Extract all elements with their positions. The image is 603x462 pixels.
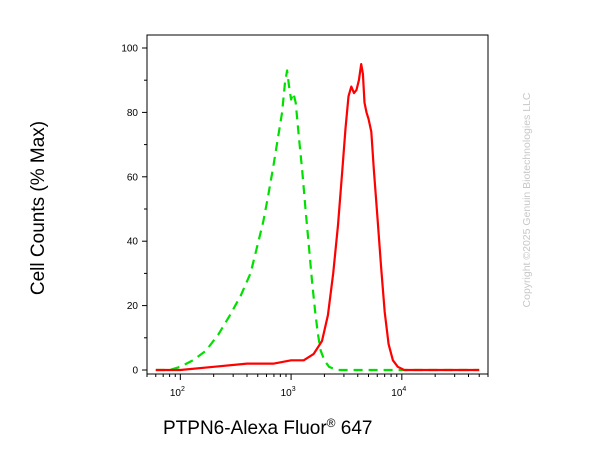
series-layer: [155, 62, 480, 372]
x-axis-label-tail: 647: [336, 418, 373, 439]
x-axis-label-main: PTPN6-Alexa Fluor: [163, 418, 327, 439]
y-tick-label: 80: [127, 108, 139, 119]
x-tick-label: 104: [391, 386, 406, 399]
y-tick-label: 60: [127, 172, 139, 183]
plot-frame: [146, 34, 489, 375]
y-axis-ticks: 0 20 40 60 80 100: [121, 44, 147, 377]
series-line-control: [155, 69, 480, 372]
y-tick-label: 100: [121, 44, 138, 55]
x-tick-label: 103: [281, 386, 296, 399]
x-axis-ticks: 102 103 104: [146, 374, 489, 399]
y-tick-label: 20: [127, 301, 139, 312]
y-axis-label: Cell Counts (% Max): [28, 121, 49, 295]
plot-border: [146, 34, 489, 375]
y-tick-label: 0: [132, 366, 138, 377]
x-axis-label: PTPN6-Alexa Fluor® 647: [163, 416, 373, 439]
y-tick-label: 40: [127, 237, 139, 248]
x-axis-label-sup: ®: [327, 416, 336, 430]
copyright-text: Copyright ©2025 Genuin Biotechnologies L…: [521, 92, 533, 307]
x-tick-label: 102: [170, 386, 185, 399]
series-line-sample: [155, 62, 480, 372]
